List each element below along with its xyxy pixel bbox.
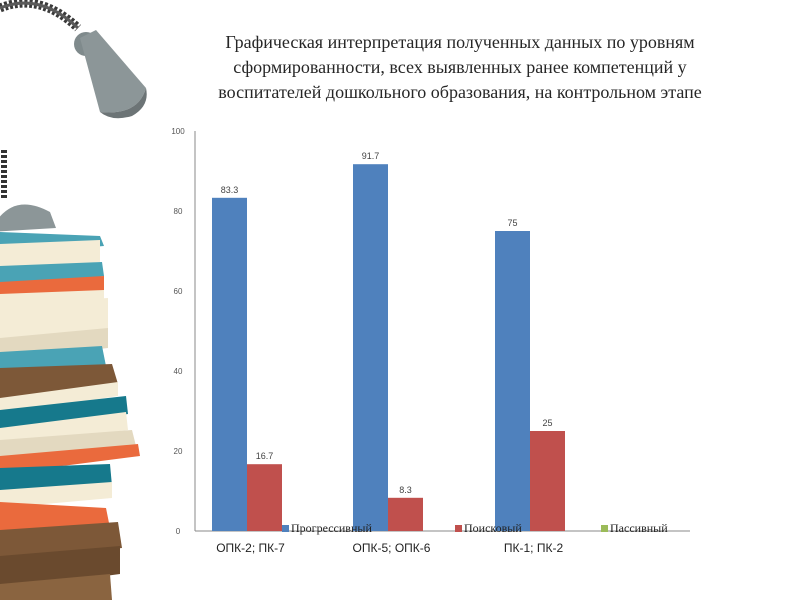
bar xyxy=(212,197,247,532)
legend-label: Прогрессивный xyxy=(291,521,372,535)
book-stack xyxy=(0,232,140,600)
chart-title: Графическая интерпретация полученных дан… xyxy=(218,32,702,102)
data-label: 83.3 xyxy=(221,185,239,195)
y-tick-label: 20 xyxy=(174,447,183,456)
data-label: 75 xyxy=(507,218,517,228)
x-tick-label: ПК-1; ПК-2 xyxy=(504,541,564,555)
lamp-base xyxy=(0,204,56,232)
data-label: 91.7 xyxy=(362,151,380,161)
lamp-arm-shading xyxy=(0,1,80,30)
y-tick-label: 40 xyxy=(174,367,183,376)
desk-lamp-icon xyxy=(74,30,147,119)
data-label: 25 xyxy=(542,418,552,428)
y-tick-label: 80 xyxy=(174,207,183,216)
y-tick-label: 60 xyxy=(174,287,183,296)
legend-swatch xyxy=(601,525,608,532)
bar xyxy=(530,431,565,531)
y-tick-label: 100 xyxy=(171,127,185,136)
bar xyxy=(495,231,530,531)
bar xyxy=(247,464,282,531)
legend-label: Пассивный xyxy=(610,521,668,535)
bar xyxy=(388,497,423,531)
data-label: 8.3 xyxy=(399,485,412,495)
legend-swatch xyxy=(455,525,462,532)
legend-swatch xyxy=(282,525,289,532)
bar xyxy=(353,164,388,531)
x-tick-label: ОПК-2; ПК-7 xyxy=(216,541,285,555)
data-label: 16.7 xyxy=(256,451,274,461)
x-tick-label: ОПК-5; ОПК-6 xyxy=(353,541,431,555)
y-tick-label: 0 xyxy=(176,527,181,536)
legend-label: Поисковый xyxy=(464,521,522,535)
